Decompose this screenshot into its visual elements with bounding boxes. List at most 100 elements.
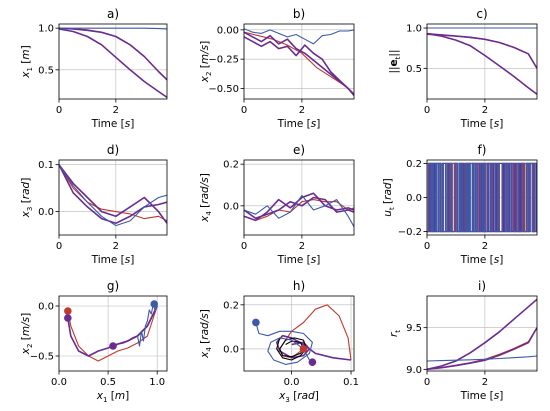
y-tick-label: 1.0	[406, 24, 422, 35]
panel-title: e)	[293, 143, 305, 157]
x-tick-label: 0	[424, 241, 430, 252]
x-axis-label: Time [s]	[460, 390, 504, 402]
y-tick-label: −0.5	[30, 352, 54, 363]
panel-f: 0 2 −0.2 0.0 0.2 f) Time [s] ut [rad]	[382, 143, 538, 266]
series-line-purple	[112, 305, 158, 347]
panel-title: a)	[107, 7, 119, 21]
series-group	[427, 298, 537, 371]
panel-c: 0 2 0.5 1.0 c) Time [s] ||et||	[388, 7, 538, 130]
x-axis-label: Time [s]	[277, 118, 321, 130]
x-tick-label: 2	[482, 377, 488, 388]
series-line-purple	[244, 196, 354, 220]
y-axis-label: x4 [rad/s]	[199, 309, 213, 359]
series-line-purple	[427, 327, 537, 371]
x-tick-label: 0.5	[100, 377, 116, 388]
axes-frame	[58, 23, 168, 100]
y-tick-label: −0.2	[398, 227, 422, 238]
y-tick-label: 0.2	[223, 160, 239, 171]
y-axis-label: ||et||	[388, 49, 402, 73]
y-tick-label: 9.0	[406, 365, 422, 376]
series-line-purple	[244, 31, 354, 95]
x-tick-label: 0.0	[284, 377, 300, 388]
y-tick-label: 0.00	[217, 25, 239, 36]
panel-b: 0 2 0.00 −0.25 −0.50 b) Time [s] x2 [m/s]	[199, 7, 355, 130]
x-axis-label: Time [s]	[277, 254, 321, 266]
y-axis-label: x4 [rad/s]	[199, 173, 213, 223]
x-tick-label: 0	[241, 105, 247, 116]
x-tick-label: 1.0	[149, 377, 165, 388]
axes-frame	[58, 295, 168, 372]
y-tick-label: 0.0	[223, 201, 239, 212]
series-group	[427, 27, 537, 95]
x-axis-label: Time [s]	[460, 118, 504, 130]
axes-frame	[243, 159, 355, 236]
end-marker-red	[299, 345, 308, 353]
x-tick-label: 0.0	[51, 377, 67, 388]
series-line-purple	[275, 334, 352, 361]
end-marker-blue	[150, 300, 159, 308]
end-marker-purple	[109, 342, 117, 350]
y-axis-label: x1 [m]	[20, 45, 34, 78]
series-line-blue	[427, 355, 537, 362]
series-line-blue	[59, 164, 167, 227]
x-tick-label: 0	[424, 377, 430, 388]
axes-frame	[243, 295, 355, 372]
end-marker-purple	[308, 358, 317, 366]
series-line-red	[279, 304, 352, 361]
axes-frame	[426, 295, 538, 372]
series-group	[59, 27, 167, 98]
panel-title: f)	[478, 143, 487, 157]
end-marker-blue	[252, 318, 260, 327]
x-tick-label: 0	[56, 241, 62, 252]
series-line-blue	[255, 322, 313, 365]
x-axis-label: Time [s]	[91, 118, 135, 130]
series-line-blue	[244, 194, 354, 227]
y-tick-label: 0.0	[38, 302, 54, 313]
series-line-purple	[427, 298, 537, 371]
y-axis-label: x2 [m/s]	[199, 41, 213, 83]
series-line-red	[59, 164, 167, 222]
series-group	[244, 192, 354, 227]
y-tick-label: 0.1	[38, 160, 54, 171]
series-line-blue	[244, 28, 354, 45]
x-tick-label: 2	[299, 105, 305, 116]
y-tick-label: 0.2	[406, 159, 422, 170]
series-line-purple	[244, 36, 354, 97]
series-group	[244, 28, 354, 97]
series-line-purple	[59, 28, 167, 98]
series-line-purple	[427, 32, 537, 69]
end-marker-red	[64, 307, 72, 315]
panel-e: 0 2 0.0 0.2 e) Time [s] x4 [rad/s]	[199, 143, 355, 266]
panel-title: i)	[478, 279, 486, 293]
series-line-red	[67, 305, 158, 362]
y-tick-label: 1.0	[38, 24, 54, 35]
x-tick-label: 2	[482, 241, 488, 252]
series-group	[255, 304, 352, 365]
y-axis-label: x2 [m/s]	[20, 313, 34, 355]
axes-frame	[426, 23, 538, 100]
x-tick-label: 0	[241, 241, 247, 252]
panel-a: 0 2 0.5 1.0 a) Time [s] x1 [m]	[20, 7, 168, 130]
series-line-purple	[59, 164, 167, 225]
x-axis-label: Time [s]	[91, 254, 135, 266]
y-tick-label: −0.50	[208, 84, 239, 95]
panel-title: g)	[107, 279, 119, 293]
series-line-blue	[59, 27, 167, 30]
y-tick-label: 0.0	[406, 193, 422, 204]
y-tick-label: 0.5	[406, 64, 422, 75]
y-tick-label: 0.5	[38, 65, 54, 76]
x-axis-label: x1 [m]	[96, 390, 129, 404]
y-axis-label: rt	[388, 330, 402, 337]
series-line-red	[427, 327, 537, 370]
x-tick-label: 0.1	[343, 377, 359, 388]
y-axis-label: ut [rad]	[382, 178, 396, 216]
series-group	[67, 303, 158, 362]
x-tick-label: 0	[424, 105, 430, 116]
panel-title: b)	[293, 7, 305, 21]
panel-d: 0 2 0.0 0.1 d) Time [s] x3 [rad]	[20, 143, 168, 266]
series-group	[427, 162, 537, 233]
panel-g: 0.0 0.5 1.0 0.0 −0.5 g) x1 [m] x2 [m/s]	[20, 279, 168, 404]
y-tick-label: 0.2	[223, 300, 239, 311]
x-axis-label: x3 [rad]	[278, 390, 319, 404]
x-tick-label: 2	[113, 241, 119, 252]
